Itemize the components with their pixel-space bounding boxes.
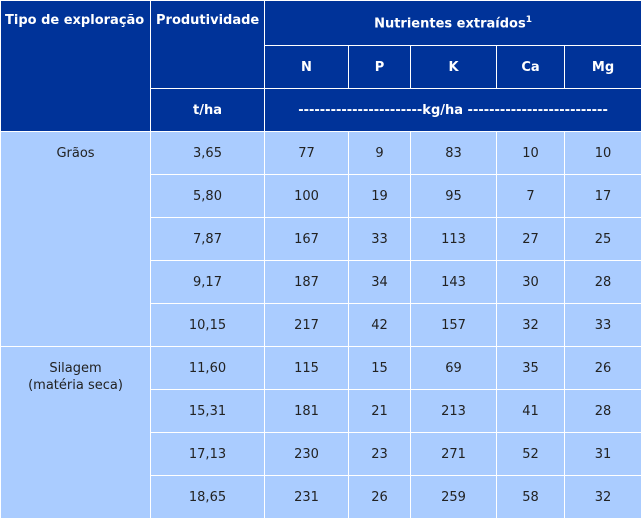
cell-ca: 10 — [496, 131, 565, 175]
cell-mg: 17 — [563, 174, 641, 218]
cell-p: 42 — [348, 303, 411, 347]
cell-mg: 28 — [563, 389, 641, 433]
cell-ca: 30 — [496, 260, 565, 304]
cell-k: 259 — [410, 475, 497, 519]
cell-mg: 26 — [563, 346, 641, 390]
cell-produtividade: 9,17 — [150, 260, 265, 304]
group-label-line: (matéria seca) — [28, 378, 123, 393]
cell-produtividade: 18,65 — [150, 475, 265, 519]
cell-ca: 32 — [496, 303, 565, 347]
col-n: N — [264, 45, 349, 89]
cell-k: 95 — [410, 174, 497, 218]
table-row: 10,15 217 42 157 32 33 — [1, 303, 641, 347]
cell-n: 181 — [264, 389, 349, 433]
cell-p: 26 — [348, 475, 411, 519]
footnote-marker: 1 — [525, 14, 532, 25]
header-produtividade: Produtividade — [150, 0, 265, 89]
group-label-graos: Grãos — [0, 131, 151, 347]
cell-n: 187 — [264, 260, 349, 304]
cell-n: 230 — [264, 432, 349, 476]
cell-mg: 25 — [563, 217, 641, 261]
table-row: 15,31 181 21 213 41 28 — [1, 389, 641, 433]
table-row: 5,80 100 19 95 7 17 — [1, 174, 641, 218]
cell-p: 23 — [348, 432, 411, 476]
cell-produtividade: 5,80 — [150, 174, 265, 218]
cell-p: 33 — [348, 217, 411, 261]
col-p: P — [348, 45, 411, 89]
cell-ca: 52 — [496, 432, 565, 476]
cell-p: 19 — [348, 174, 411, 218]
table-row: Grãos 3,65 77 9 83 10 10 — [0, 131, 641, 347]
cell-n: 115 — [264, 346, 349, 390]
cell-ca: 41 — [496, 389, 565, 433]
cell-k: 143 — [410, 260, 497, 304]
table-row: 18,65 231 26 259 58 32 — [1, 475, 641, 519]
cell-produtividade: 10,15 — [150, 303, 265, 347]
cell-k: 213 — [410, 389, 497, 433]
cell-produtividade: 7,87 — [150, 217, 265, 261]
cell-mg: 32 — [563, 475, 641, 519]
cell-ca: 35 — [496, 346, 565, 390]
cell-produtividade: 17,13 — [150, 432, 265, 476]
unit-nutrientes: -----------------------kg/ha -----------… — [263, 88, 641, 132]
cell-k: 83 — [410, 131, 497, 175]
cell-n: 231 — [264, 475, 349, 519]
cell-ca: 27 — [496, 217, 565, 261]
col-k: K — [410, 45, 497, 89]
cell-n: 77 — [264, 131, 349, 175]
cell-mg: 31 — [563, 432, 641, 476]
cell-p: 34 — [348, 260, 411, 304]
cell-k: 157 — [410, 303, 497, 347]
cell-n: 100 — [264, 174, 349, 218]
unit-produtividade: t/ha — [150, 88, 265, 132]
cell-k: 69 — [410, 346, 497, 390]
cell-mg: 10 — [563, 131, 641, 175]
table-row: 17,13 230 23 271 52 31 — [1, 432, 641, 476]
cell-ca: 58 — [496, 475, 565, 519]
table-row: Silagem (matéria seca) 11,60 115 15 69 35… — [0, 346, 641, 519]
col-ca: Ca — [496, 45, 565, 89]
cell-k: 113 — [410, 217, 497, 261]
cell-p: 21 — [348, 389, 411, 433]
cell-p: 15 — [348, 346, 411, 390]
col-mg: Mg — [563, 45, 641, 89]
header-tipo: Tipo de exploração — [0, 0, 151, 132]
header-nutrientes: Nutrientes extraídos1 — [263, 0, 641, 46]
cell-mg: 33 — [563, 303, 641, 347]
cell-k: 271 — [410, 432, 497, 476]
cell-produtividade: 15,31 — [150, 389, 265, 433]
cell-produtividade: 3,65 — [150, 131, 265, 175]
group-label-silagem: Silagem (matéria seca) — [0, 346, 151, 519]
cell-p: 9 — [348, 131, 411, 175]
cell-ca: 7 — [496, 174, 565, 218]
group-label-line: Silagem — [49, 361, 102, 376]
cell-produtividade: 11,60 — [150, 346, 265, 390]
cell-n: 167 — [264, 217, 349, 261]
cell-mg: 28 — [563, 260, 641, 304]
cell-n: 217 — [264, 303, 349, 347]
